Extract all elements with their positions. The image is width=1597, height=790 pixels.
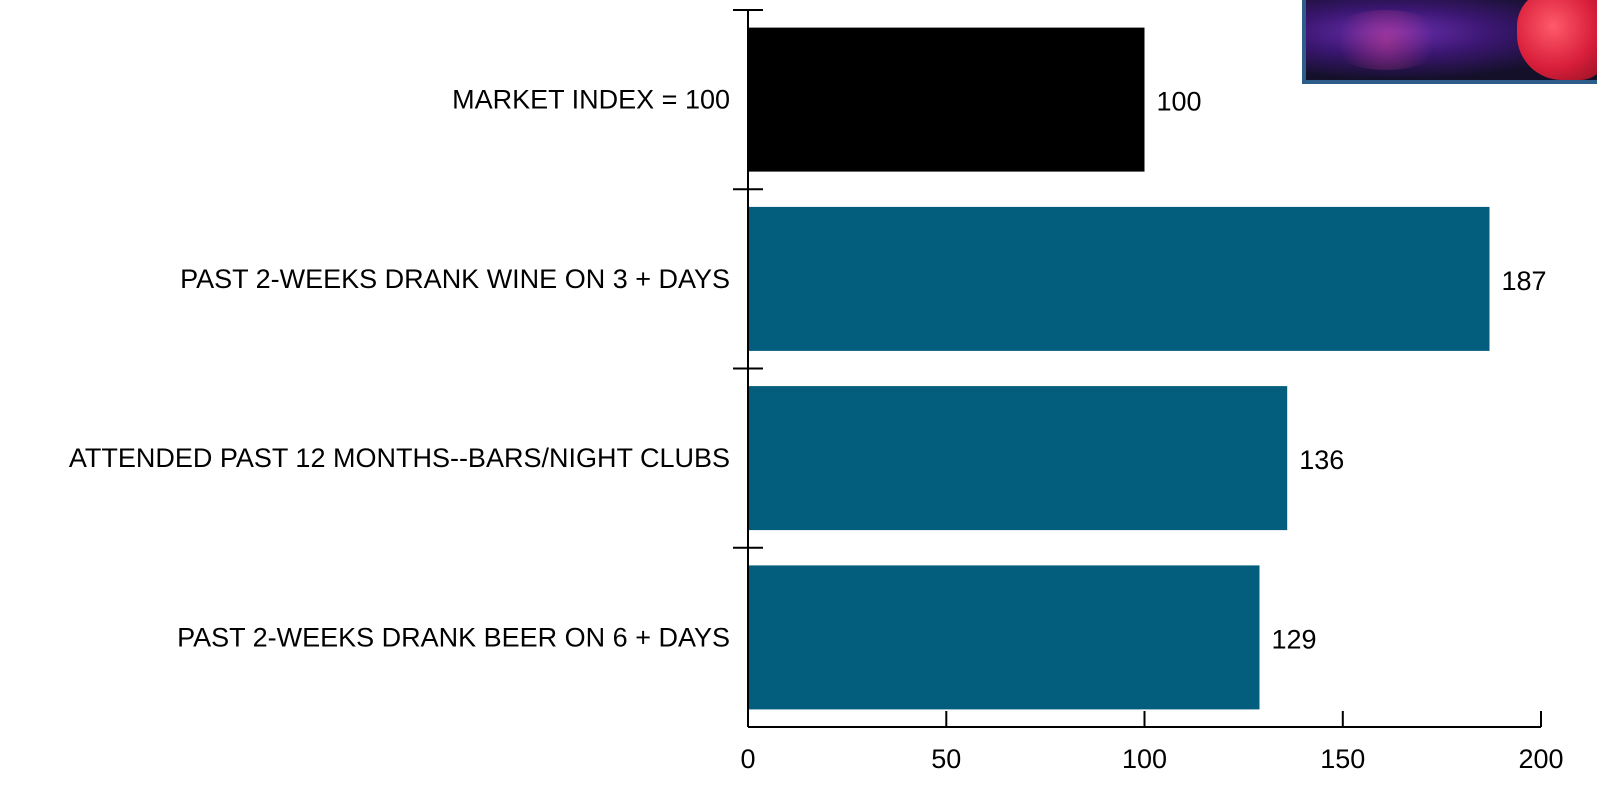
value-label: 187: [1502, 266, 1547, 296]
x-tick-label: 0: [740, 744, 755, 774]
bar-3: [748, 386, 1288, 531]
bar-2: [748, 206, 1490, 351]
nightclub-photo: [1302, 0, 1597, 84]
x-tick-label: 150: [1320, 744, 1365, 774]
value-label: 136: [1299, 445, 1344, 475]
category-label: PAST 2-WEEKS DRANK WINE ON 3 + DAYS: [180, 264, 730, 294]
value-label: 100: [1157, 87, 1202, 117]
x-tick-label: 100: [1122, 744, 1167, 774]
value-label: 129: [1272, 624, 1317, 654]
category-label: PAST 2-WEEKS DRANK BEER ON 6 + DAYS: [177, 622, 730, 652]
category-labels-group: MARKET INDEX = 100 PAST 2-WEEKS DRANK WIN…: [69, 85, 730, 653]
bar-1: [748, 27, 1145, 172]
performer-figure: [1517, 0, 1597, 80]
bars-group: [748, 27, 1490, 710]
stage-light-haze: [1326, 10, 1446, 70]
x-axis-ticks-group: 0 50 100 150 200: [740, 711, 1564, 774]
bar-4: [748, 565, 1260, 710]
category-label: ATTENDED PAST 12 MONTHS--BARS/NIGHT CLUB…: [69, 443, 730, 473]
value-labels-group: 100 187 136 129: [1157, 87, 1547, 655]
x-tick-label: 200: [1518, 744, 1563, 774]
category-label: MARKET INDEX = 100: [452, 85, 730, 115]
x-tick-label: 50: [931, 744, 961, 774]
y-axis-ticks-group: [733, 9, 763, 549]
